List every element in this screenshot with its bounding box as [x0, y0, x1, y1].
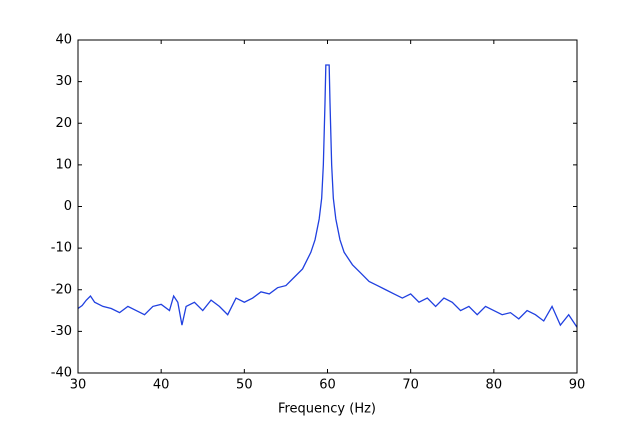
y-tick-label: -10 — [51, 241, 72, 256]
x-tick-label: 40 — [153, 378, 170, 393]
x-axis-label: Frequency (Hz) — [278, 402, 376, 417]
y-tick-label: 20 — [55, 116, 72, 131]
y-tick-label: -20 — [51, 282, 72, 297]
line-series — [77, 64, 578, 328]
x-tick-label: 90 — [569, 378, 586, 393]
y-tick-label: 40 — [55, 33, 72, 48]
y-tick-label: -30 — [51, 324, 72, 339]
x-tick-label: 70 — [402, 378, 419, 393]
x-tick-label: 60 — [319, 378, 336, 393]
x-tick-label: 30 — [70, 378, 87, 393]
x-tick-label: 80 — [486, 378, 503, 393]
y-tick-label: 10 — [55, 157, 72, 172]
x-tick-label: 50 — [236, 378, 253, 393]
y-tick-label: 0 — [64, 199, 72, 214]
y-tick-label: -40 — [51, 366, 72, 381]
plot-frame — [77, 39, 578, 374]
y-tick-label: 30 — [55, 74, 72, 89]
